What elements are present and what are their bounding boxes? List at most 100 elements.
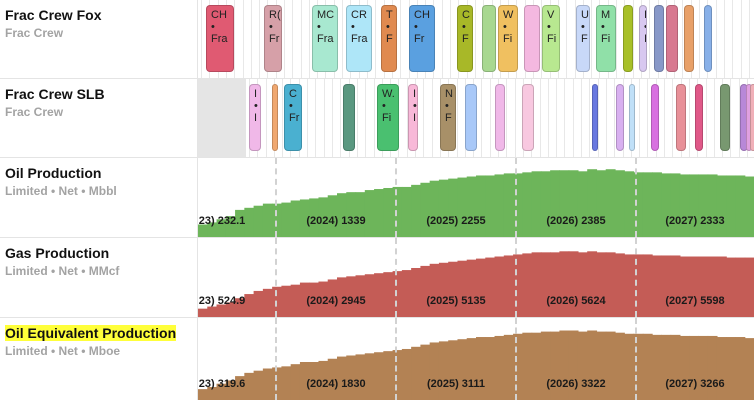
annual-total-label: (2026) 3322 [546,378,606,390]
production-bar [225,216,236,237]
frac-job-card[interactable] [695,84,703,151]
frac-job-card[interactable]: MC • Fra [312,5,338,72]
schedule-gridline [400,0,401,78]
schedule-gridline [749,0,750,78]
row-title: Oil Equivalent Production [5,325,177,341]
frac-job-card[interactable] [629,84,635,151]
year-divider [275,158,277,237]
frac-job-card[interactable] [616,84,624,151]
frac-job-card[interactable] [522,84,534,151]
production-bar [272,203,282,237]
production-bar [670,173,681,237]
row-title: Frac Crew Fox [5,7,102,23]
schedule-gridline [259,0,260,78]
frac-job-card[interactable] [592,84,598,151]
frac-job-card[interactable]: N • F [440,84,456,151]
oil-equivalent-production-chart: 23) 319.6 (2024) 1830 (2025) 3111 (2026) 33… [198,318,754,400]
schedule-gridline [324,79,325,157]
production-bar [624,254,635,317]
production-bar [503,255,514,317]
production-bar [513,173,523,237]
frac-job-card[interactable] [651,84,659,151]
production-bar [633,254,644,317]
production-bar [540,331,551,400]
frac-job-card[interactable]: CH • Fra [206,5,234,72]
schedule-gridline [432,79,433,157]
frac-job-card[interactable]: R( • Fr [264,5,282,72]
frac-job-card[interactable] [343,84,355,151]
frac-job-card[interactable] [720,84,730,151]
production-bar [735,257,746,317]
production-bar [272,286,282,317]
production-bar [355,354,366,400]
schedule-gridline [540,79,541,157]
production-bar [299,362,310,400]
schedule-gridline [699,0,700,78]
schedule-gridline [506,79,507,157]
production-bar [466,338,477,400]
frac-job-card[interactable] [623,5,633,72]
frac-job-card[interactable] [482,5,496,72]
production-bar [235,376,245,400]
production-bar [568,330,579,400]
production-bar [689,174,699,237]
frac-job-card[interactable]: C • F [457,5,473,72]
row-label[interactable]: Gas Production Limited • Net • MMcf [0,238,198,317]
production-bar [559,251,570,317]
production-bar [661,173,672,237]
schedule-gridline [614,79,615,157]
frac-job-card[interactable]: T • F [381,5,397,72]
row-label[interactable]: Frac Crew Fox Frac Crew [0,0,198,78]
frac-job-card[interactable] [666,5,678,72]
schedule-gridline [266,79,267,157]
frac-job-card[interactable] [524,5,540,72]
frac-crew-slb-row: Frac Crew SLB Frac Crew I • I C • Fr W. • … [0,79,754,158]
frac-job-card[interactable] [684,5,694,72]
year-divider [395,318,397,400]
schedule-gridline [234,0,235,78]
frac-job-card[interactable]: CH • Fr [409,5,435,72]
annual-total-label: (2025) 2255 [426,215,486,227]
schedule-gridline [741,0,742,78]
frac-job-card[interactable]: I • I [639,5,647,72]
production-bar [679,256,690,317]
production-bar [457,177,468,237]
production-bar [531,252,542,317]
production-bar [707,335,718,400]
schedule-gridline [251,0,252,78]
frac-job-card[interactable] [495,84,505,151]
production-bar [392,350,403,400]
row-label[interactable]: Oil Equivalent Production Limited • Net … [0,318,198,400]
production-bar [503,173,514,237]
row-label[interactable]: Oil Production Limited • Net • Mbbl [0,158,198,237]
production-bar [383,351,394,400]
frac-job-card[interactable] [654,5,664,72]
year-divider [395,158,397,237]
frac-job-card[interactable] [465,84,477,151]
frac-job-card[interactable] [272,84,278,151]
frac-job-card[interactable]: U • F [576,5,590,72]
frac-job-card[interactable]: C • Fr [284,84,302,151]
production-bar [401,270,412,317]
production-bar [698,335,709,400]
production-bar [550,331,560,400]
frac-job-card[interactable]: V • Fi [542,5,560,72]
frac-job-card[interactable]: M • Fi [596,5,616,72]
frac-job-card[interactable]: W. • Fi [377,84,399,151]
production-bar [615,170,625,237]
frac-job-card[interactable]: I • I [408,84,418,151]
frac-job-card[interactable] [676,84,686,151]
annual-total-label: (2027) 2333 [665,215,725,227]
frac-job-card[interactable]: W • Fi [498,5,518,72]
production-bar [429,263,440,317]
schedule-gridline [442,0,443,78]
frac-job-card[interactable]: CR • Fra [346,5,372,72]
frac-job-card[interactable] [750,84,754,151]
production-bar [689,335,699,400]
production-bar [364,190,375,237]
frac-job-card[interactable] [704,5,712,72]
row-label[interactable]: Frac Crew SLB Frac Crew [0,79,198,157]
frac-job-card[interactable]: I • I [249,84,261,151]
schedule-gridline [664,79,665,157]
schedule-gridline [732,0,733,78]
